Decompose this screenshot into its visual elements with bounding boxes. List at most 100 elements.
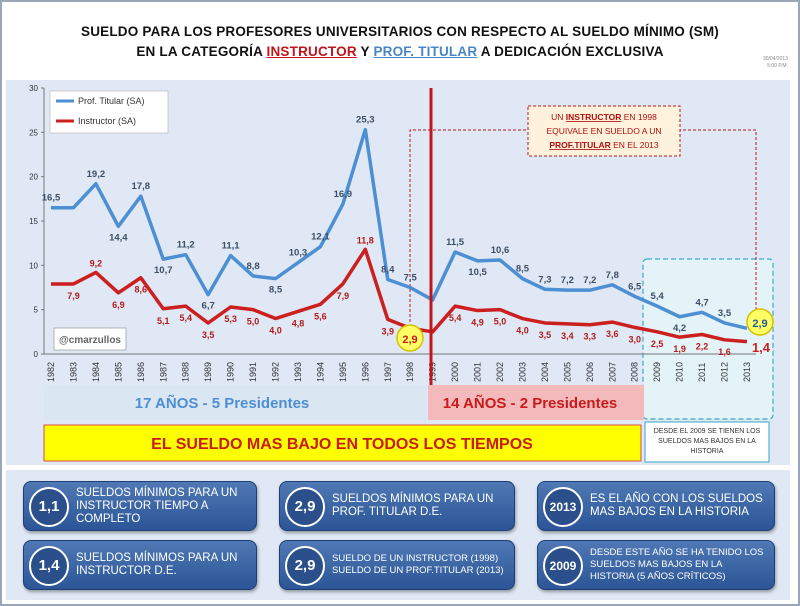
data-label-instructor: 3,9 — [381, 326, 394, 336]
card-4-text: SUELDOS MÍNIMOS PARA UN INSTRUCTOR D.E. — [76, 552, 238, 577]
data-label-titular: 25,3 — [356, 115, 375, 126]
card-6-number: 2009 — [543, 546, 583, 586]
y-tick-label: 25 — [29, 128, 38, 137]
data-label-instructor: 5,3 — [224, 314, 237, 324]
callout-2013: EN EL 2013 — [613, 140, 659, 150]
card-5-text: SUELDO DE UN INSTRUCTOR (1998) SUELDO DE… — [332, 553, 504, 576]
x-tick-label: 1986 — [136, 362, 146, 382]
series-line-instructor — [51, 247, 748, 344]
data-label-titular: 10,5 — [468, 267, 487, 278]
data-label-instructor: 4,0 — [516, 326, 529, 336]
era2-bar — [428, 385, 644, 420]
box-2009-2013 — [642, 258, 774, 420]
circle-1998-label: 2,9 — [402, 334, 417, 346]
legend-label-instructor: Instructor (SA) — [78, 116, 136, 126]
x-tick-label: 2004 — [540, 362, 550, 382]
x-tick-label: 2008 — [630, 362, 640, 382]
x-tick-label: 1982 — [46, 362, 56, 382]
salary-line-chart: 0 5 10 15 20 25 30 1982 1983 1984 1985 1986 1987 198… — [29, 84, 774, 463]
x-tick-label: 1996 — [360, 362, 370, 382]
x-tick-label: 1991 — [248, 362, 258, 382]
x-tick-label: 2009 — [652, 362, 662, 382]
data-label-titular: 10,6 — [491, 245, 510, 256]
data-label-titular: 7,8 — [606, 270, 619, 281]
data-label-instructor: 6,9 — [112, 300, 125, 310]
timestamp-date: 30/04/2013 — [762, 56, 788, 62]
x-tick-label: 1998 — [405, 362, 415, 382]
data-label-titular: 17,8 — [132, 181, 151, 192]
chart-title-line1: SUELDO PARA LOS PROFESORES UNIVERSITARIO… — [81, 24, 719, 39]
callout-instructor: INSTRUCTOR — [566, 112, 622, 122]
data-label-instructor: 4,8 — [292, 318, 305, 328]
era2-label: 14 AÑOS - 2 Presidentes — [443, 394, 618, 412]
data-label-titular: 8,4 — [381, 265, 395, 276]
data-label-instructor: 4,0 — [269, 326, 282, 336]
data-label-instructor: 5,0 — [494, 317, 507, 327]
x-tick-label: 1989 — [203, 362, 213, 382]
data-label-instructor: 3,4 — [561, 331, 574, 341]
x-tick-label: 2010 — [675, 362, 685, 382]
data-label-titular: 19,2 — [87, 169, 106, 180]
data-label-instructor: 5,1 — [157, 316, 170, 326]
x-tick-label: 1988 — [181, 362, 191, 382]
data-label-titular: 11,2 — [177, 240, 195, 251]
data-label-instructor: 3,5 — [539, 330, 552, 340]
timestamp: 30/04/2013 5:00 P.M. — [728, 56, 788, 70]
data-label-instructor: 2,2 — [696, 341, 709, 351]
legend-box — [49, 90, 169, 134]
data-label-titular: 10,3 — [289, 248, 308, 259]
data-label-titular: 7,2 — [583, 275, 596, 286]
end-label-2013: 1,4 — [752, 340, 771, 355]
card-6-text: DESDE ESTE AÑO SE HA TENIDO LOS SUELDOS … — [590, 547, 764, 582]
data-label-titular: 10,7 — [154, 265, 173, 276]
data-label-instructor: 2,5 — [651, 339, 664, 349]
data-label-titular: 7,3 — [538, 274, 551, 285]
x-tick-label: 1999 — [428, 362, 438, 382]
data-label-titular: 4,2 — [673, 323, 686, 334]
x-tick-label: 2003 — [517, 362, 527, 382]
timestamp-time: 5:00 P.M. — [767, 63, 788, 69]
title-mid: Y — [360, 44, 370, 59]
card-3: 2013 ES EL AÑO CON LOS SUELDOS MAS BAJOS… — [537, 481, 775, 531]
note-2009-box — [644, 421, 770, 463]
data-label-instructor: 5,4 — [449, 313, 462, 323]
data-label-titular: 16,5 — [42, 193, 61, 204]
x-tick-label: 2011 — [697, 363, 707, 382]
handle-box — [53, 327, 127, 351]
data-label-instructor: 3,6 — [606, 329, 619, 339]
x-tick-label: 1985 — [113, 362, 123, 382]
legend-label-titular: Prof. Titular (SA) — [78, 96, 145, 106]
y-tick-label: 30 — [29, 84, 38, 93]
card-3-number: 2013 — [543, 487, 583, 527]
note-2009-line3: HISTORIA — [691, 448, 724, 455]
x-tick-label: 1994 — [315, 362, 325, 382]
callout-year: EN 1998 — [624, 112, 657, 122]
callout-line1: UN INSTRUCTOR EN 1998 — [551, 112, 657, 122]
y-tick-label: 15 — [29, 217, 38, 226]
data-label-titular: 16,9 — [334, 189, 353, 200]
handle-text: @cmarzullos — [59, 335, 121, 346]
data-label-titular: 5,4 — [651, 291, 665, 302]
data-label-instructor: 8,6 — [135, 285, 148, 295]
card-5-number: 2,9 — [285, 546, 325, 586]
note-2009-line1: DESDE EL 2009 SE TIENEN LOS — [654, 428, 761, 435]
card-2: 2,9 SUELDOS MÍNIMOS PARA UN PROF. TITULA… — [279, 481, 515, 531]
circle-2013 — [746, 308, 774, 336]
x-tick-label: 1995 — [338, 362, 348, 382]
data-label-instructor: 9,2 — [90, 258, 103, 268]
data-label-titular: 7,5 — [404, 273, 418, 284]
data-label-instructor: 1,6 — [718, 347, 731, 357]
data-label-titular: 8,5 — [516, 264, 530, 275]
data-label-titular: 14,4 — [109, 232, 128, 243]
data-label-instructor: 3,5 — [202, 330, 215, 340]
x-tick-label: 2001 — [473, 362, 483, 382]
y-tick-label: 0 — [34, 350, 39, 359]
card-4: 1,4 SUELDOS MÍNIMOS PARA UN INSTRUCTOR D… — [23, 540, 257, 590]
x-tick-label: 2013 — [742, 362, 752, 382]
title-instructor: INSTRUCTOR — [266, 44, 357, 59]
data-label-instructor: 5,6 — [314, 311, 327, 321]
card-3-text: ES EL AÑO CON LOS SUELDOS MAS BAJOS EN L… — [590, 493, 763, 518]
callout-un: UN — [551, 112, 563, 122]
data-label-titular: 8,5 — [269, 285, 283, 296]
